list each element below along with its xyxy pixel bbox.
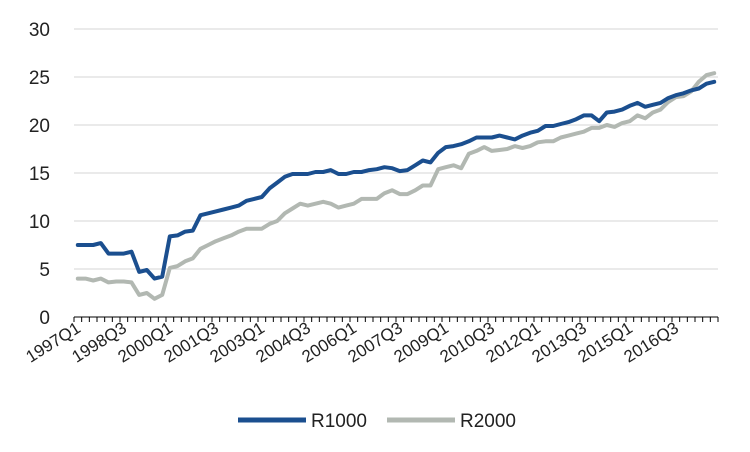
x-axis-tick-labels: 1997Q11998Q32000Q12001Q32003Q12004Q32006… <box>23 318 682 366</box>
y-tick-label: 20 <box>29 116 50 137</box>
y-tick-label: 30 <box>29 20 50 41</box>
series-lines <box>75 71 717 301</box>
y-tick-label: 5 <box>39 260 50 281</box>
series-line-r2000 <box>75 71 717 301</box>
series-line-r1000 <box>75 79 717 281</box>
legend: R1000 R2000 <box>238 411 516 432</box>
y-tick-label: 15 <box>29 164 50 185</box>
y-tick-label: 10 <box>29 212 50 233</box>
x-axis <box>73 316 719 322</box>
y-tick-label: 25 <box>29 68 50 89</box>
legend-label-r2000: R2000 <box>460 411 516 432</box>
y-tick-label: 0 <box>39 308 50 329</box>
legend-label-r1000: R1000 <box>311 411 367 432</box>
gridlines <box>74 28 718 270</box>
y-axis-tick-labels: 0 5 10 15 20 25 30 <box>29 20 50 329</box>
